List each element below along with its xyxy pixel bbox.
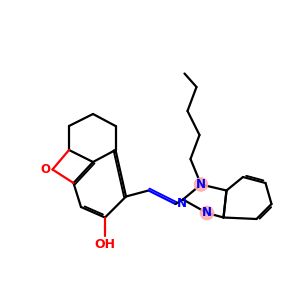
Text: OH: OH <box>94 238 116 251</box>
Text: N: N <box>177 197 187 210</box>
Text: N: N <box>196 178 206 191</box>
Circle shape <box>194 178 208 191</box>
Text: O: O <box>40 163 50 176</box>
Circle shape <box>200 206 214 220</box>
Text: N: N <box>202 206 212 220</box>
